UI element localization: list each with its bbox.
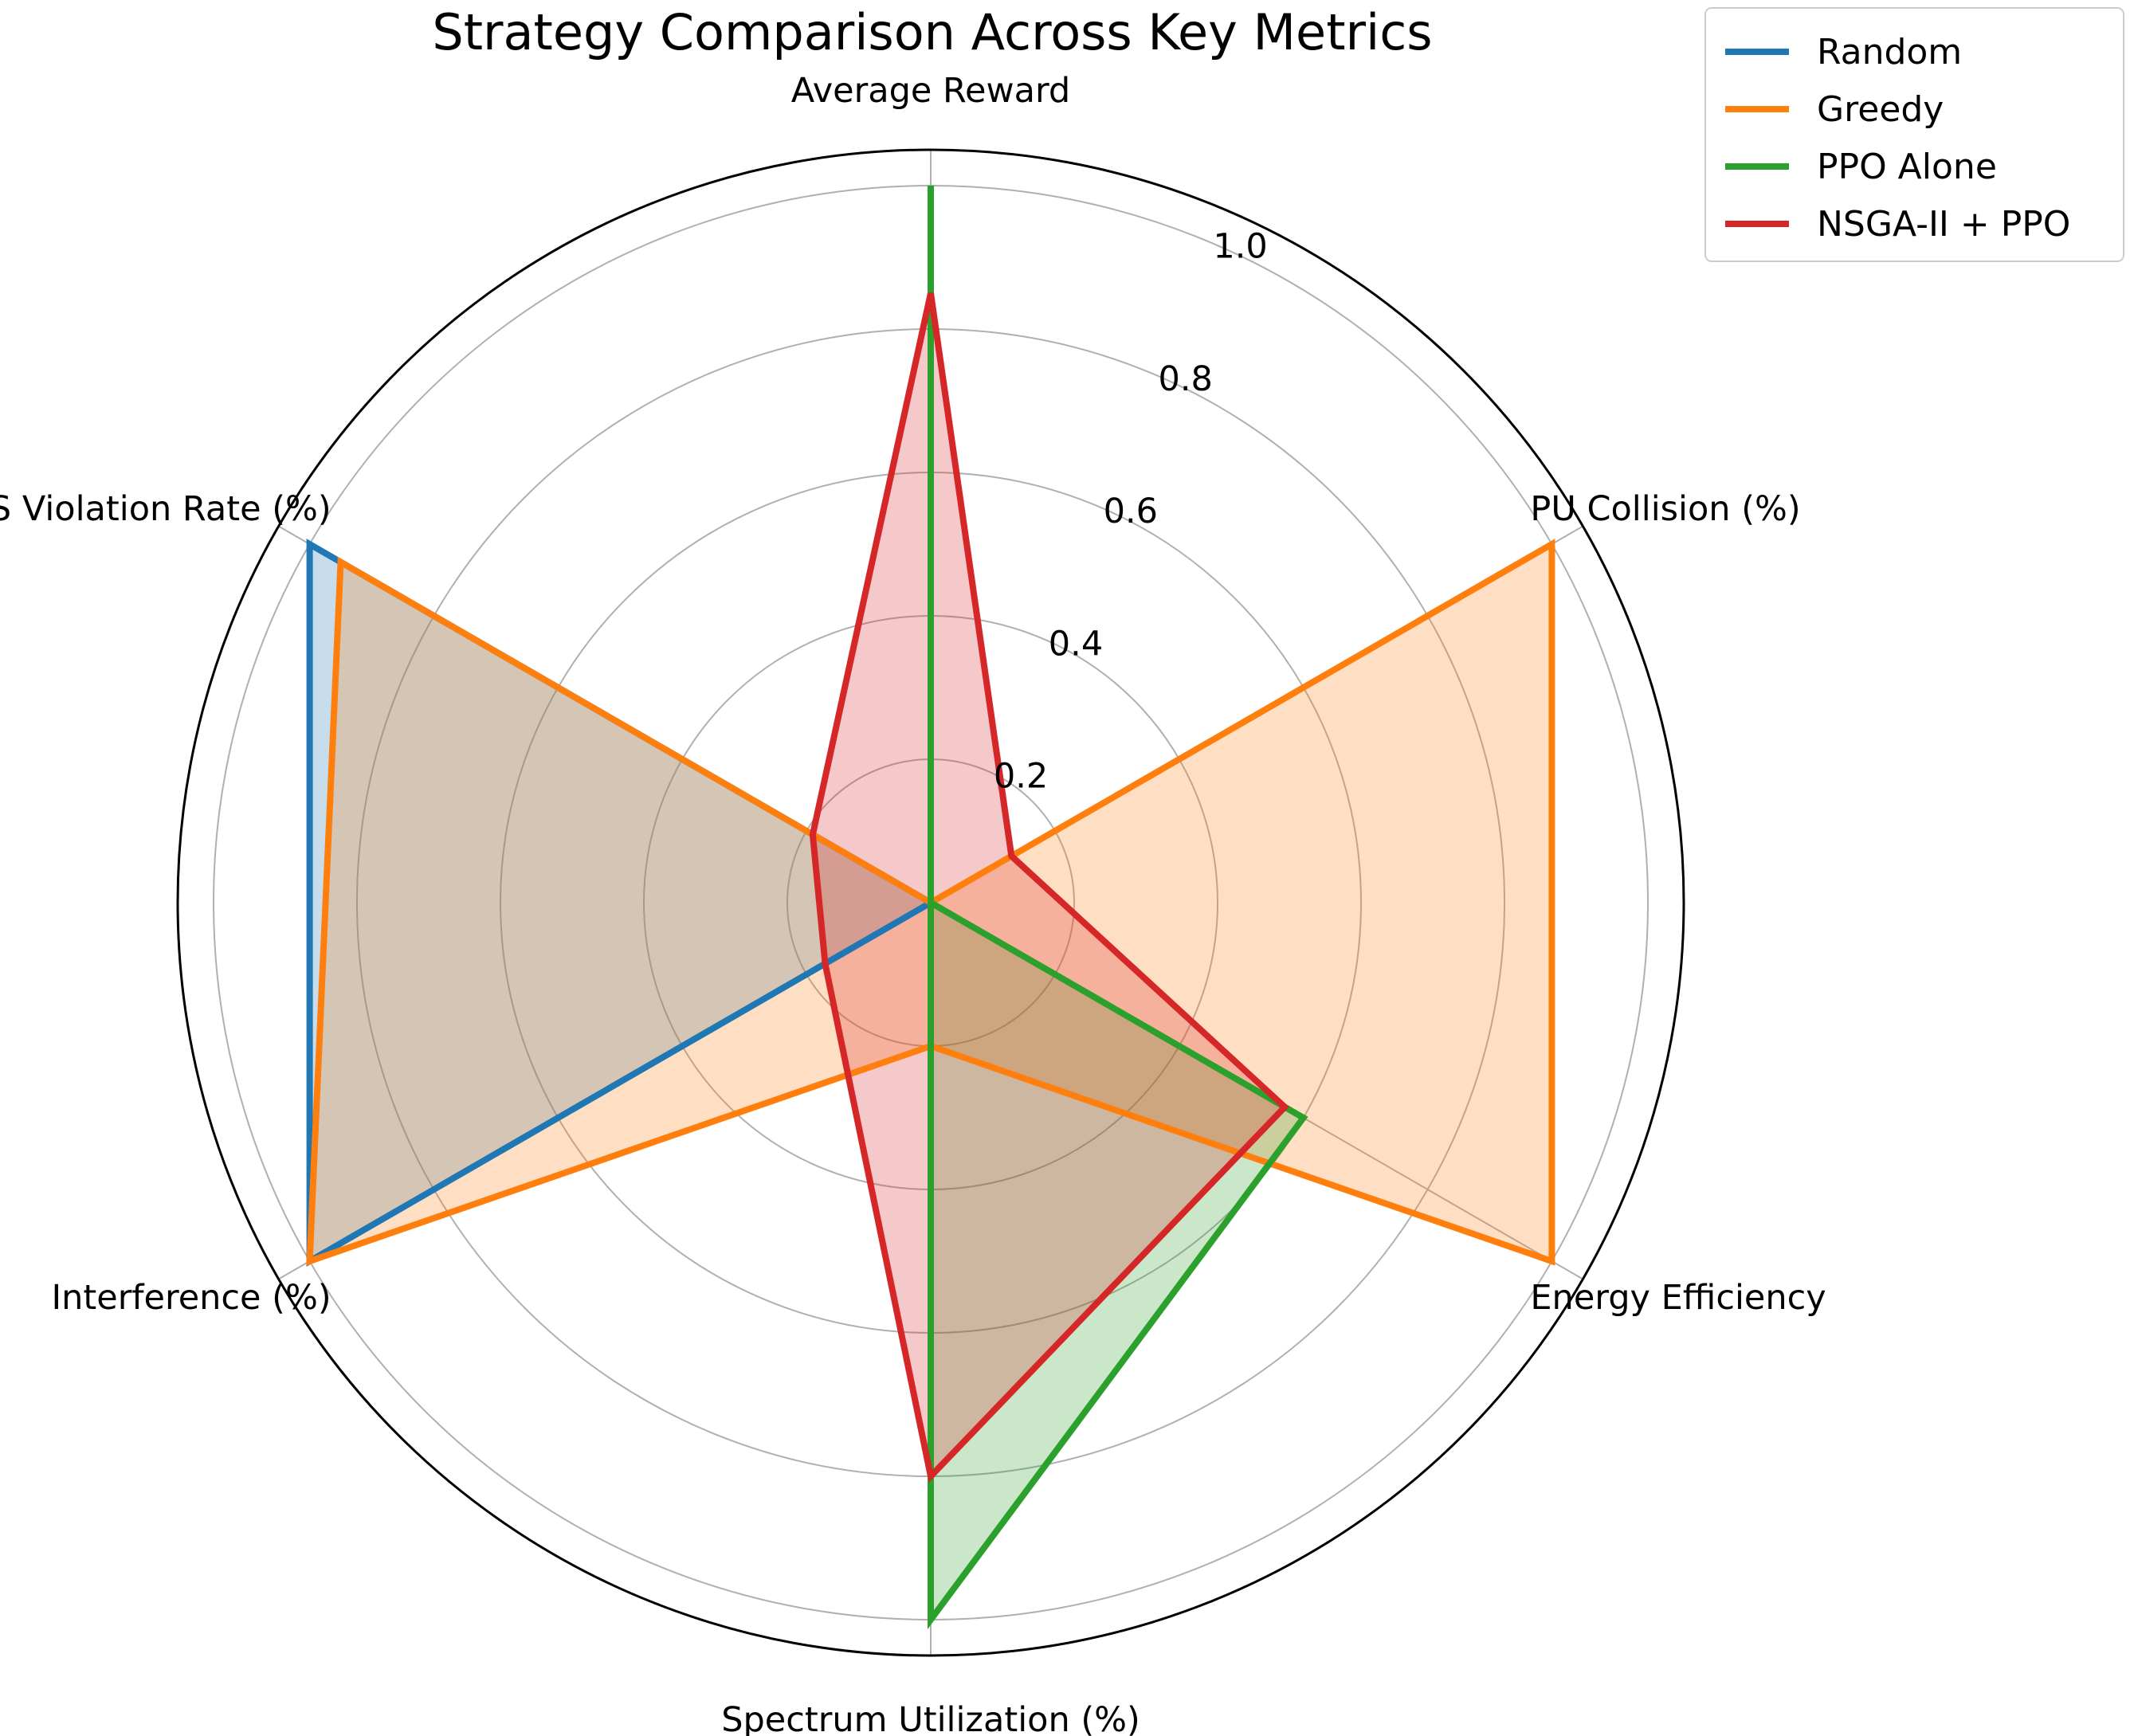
axis-label: Average Reward <box>791 71 1070 111</box>
radial-tick-label: 0.6 <box>1104 492 1158 531</box>
legend-label: NSGA-II + PPO <box>1817 204 2070 245</box>
axis-label: Energy Efficiency <box>1530 1278 1826 1318</box>
axis-label: QoS Violation Rate (%) <box>0 489 331 529</box>
axis-label: Interference (%) <box>51 1278 331 1318</box>
series-point <box>1551 543 1552 545</box>
radial-tick-label: 0.4 <box>1049 624 1103 664</box>
series-point <box>825 963 826 964</box>
axis-label: Spectrum Utilization (%) <box>721 1700 1140 1736</box>
legend-frame <box>1704 7 2124 262</box>
series-point <box>1303 1117 1304 1119</box>
radial-tick-label: 1.0 <box>1213 227 1267 267</box>
legend-label: Greedy <box>1817 89 1944 130</box>
series-point <box>930 1475 932 1477</box>
series-point <box>812 834 814 835</box>
axis-labels: Average Reward PU Collision (%) Energy Eff… <box>0 71 1826 1736</box>
radial-tick-labels: 0.2 0.4 0.6 0.8 1.0 <box>994 227 1268 797</box>
radial-tick-label: 0.2 <box>994 757 1048 797</box>
series-layer <box>306 185 1555 1630</box>
chart-title: Strategy Comparison Across Key Metrics <box>432 3 1432 61</box>
legend-label: Random <box>1817 32 1962 72</box>
series-fill-2 <box>931 186 1304 1620</box>
legend: Random Greedy PPO Alone NSGA-II + PPO <box>1704 7 2124 262</box>
legend-label: PPO Alone <box>1817 147 1997 187</box>
series-fill-0 <box>309 544 932 1261</box>
axis-label: PU Collision (%) <box>1530 489 1800 529</box>
radial-tick-label: 0.8 <box>1159 359 1213 399</box>
series-point <box>1551 1260 1552 1262</box>
series-point <box>309 543 311 545</box>
series-point <box>309 1260 311 1262</box>
outer-frame <box>176 148 1685 1657</box>
series-point <box>930 292 932 294</box>
series-line-2 <box>928 186 1308 1630</box>
